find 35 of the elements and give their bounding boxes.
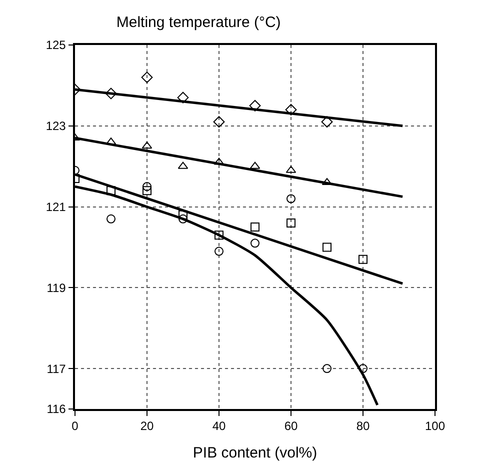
point bbox=[214, 230, 224, 240]
point bbox=[322, 364, 332, 374]
point bbox=[358, 254, 368, 264]
y-tick-label: 123 bbox=[46, 119, 66, 134]
point bbox=[358, 364, 368, 374]
x-tick-label: 100 bbox=[424, 419, 446, 434]
x-tick-label: 40 bbox=[212, 419, 226, 434]
x-tick-label: 60 bbox=[284, 419, 298, 434]
point bbox=[249, 100, 261, 112]
point bbox=[213, 116, 225, 128]
chart-title: Melting temperature (°C) bbox=[116, 14, 281, 31]
point bbox=[106, 214, 116, 224]
point bbox=[321, 116, 333, 128]
y-tick-label: 121 bbox=[46, 200, 66, 214]
x-tick-label: 80 bbox=[356, 419, 370, 434]
point bbox=[285, 104, 297, 116]
point bbox=[142, 182, 152, 192]
point bbox=[250, 222, 260, 232]
point bbox=[105, 88, 117, 100]
point bbox=[214, 246, 224, 256]
point bbox=[142, 186, 152, 196]
point bbox=[178, 214, 188, 224]
point bbox=[286, 194, 296, 204]
y-tick-label: 116 bbox=[46, 402, 66, 416]
y-tick-label: 125 bbox=[46, 38, 66, 52]
point bbox=[322, 242, 332, 252]
point bbox=[141, 72, 153, 84]
x-tick-label: 20 bbox=[140, 419, 154, 434]
y-tick-label: 117 bbox=[46, 362, 66, 376]
x-tick-label: 0 bbox=[72, 419, 79, 434]
y-tick-label: 119 bbox=[46, 280, 66, 295]
x-axis-title: PIB content (vol%) bbox=[192, 444, 318, 462]
point bbox=[250, 238, 260, 248]
point bbox=[286, 218, 296, 228]
point bbox=[177, 92, 189, 104]
